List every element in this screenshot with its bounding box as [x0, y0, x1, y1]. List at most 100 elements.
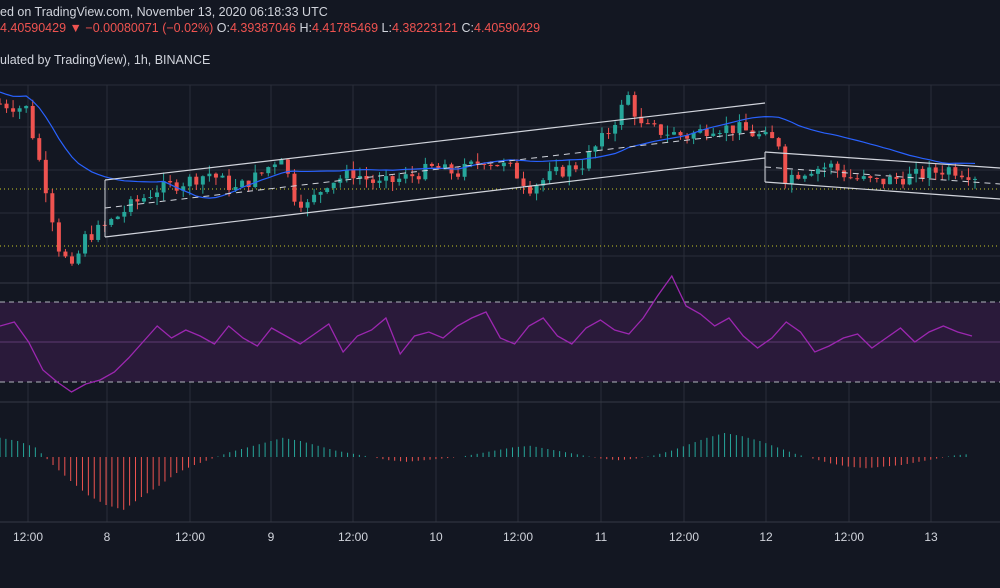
- candle-body: [272, 164, 277, 168]
- candle-body: [521, 178, 526, 186]
- candle-body: [927, 167, 932, 179]
- candle-body: [691, 132, 696, 139]
- candle-body: [776, 138, 781, 147]
- candle-body: [567, 165, 572, 177]
- candle-body: [63, 251, 68, 257]
- candle-body: [914, 168, 919, 174]
- candle-body: [678, 132, 683, 136]
- candle-body: [671, 132, 676, 135]
- candle-body: [554, 166, 559, 172]
- candle-body: [501, 162, 506, 167]
- candle-body: [868, 176, 873, 179]
- candle-body: [717, 133, 722, 135]
- low-value: 4.38223121: [391, 21, 459, 35]
- attribution-line: ed on TradingView.com, November 13, 2020…: [0, 5, 328, 19]
- candle-body: [135, 199, 140, 202]
- time-tick: 12:00: [833, 530, 865, 544]
- candle-body: [855, 178, 860, 180]
- candle-body: [318, 192, 323, 195]
- candle-body: [887, 176, 892, 185]
- rsi-line: [0, 274, 973, 393]
- time-tick: 12:00: [12, 530, 44, 544]
- candle-body: [626, 95, 631, 105]
- ohlc-line: 4.40590429 ▼ −0.00080071 (−0.02%) O:4.39…: [0, 21, 540, 35]
- candle-body: [410, 174, 415, 177]
- candle-body: [508, 162, 513, 164]
- candle-body: [783, 146, 788, 184]
- candle-body: [155, 192, 160, 198]
- candle-body: [619, 104, 624, 125]
- candle-body: [109, 219, 114, 225]
- candle-body: [279, 159, 284, 165]
- candle-body: [76, 253, 81, 264]
- high-value: 4.41785469: [312, 21, 379, 35]
- time-tick: 9: [267, 530, 275, 544]
- candle-body: [351, 169, 356, 179]
- candle-body: [685, 135, 690, 139]
- candle-body: [122, 211, 127, 217]
- candle-body: [181, 186, 186, 191]
- candle-body: [600, 133, 605, 147]
- candle-body: [613, 124, 618, 134]
- candle-body: [933, 167, 938, 173]
- candle-body: [861, 176, 866, 179]
- open-label: O:: [216, 21, 230, 35]
- candle-body: [384, 176, 389, 181]
- candle-body: [43, 159, 48, 194]
- candle-body: [4, 103, 9, 109]
- channel2-upper: [764, 151, 1000, 169]
- candle-body: [848, 177, 853, 179]
- candle-body: [495, 164, 500, 167]
- candle-body: [835, 163, 840, 171]
- candle-body: [403, 174, 408, 179]
- candle-body: [881, 178, 886, 185]
- time-tick: 12:00: [174, 530, 206, 544]
- candle-body: [940, 172, 945, 175]
- candle-body: [194, 176, 199, 185]
- candle-body: [514, 162, 519, 179]
- candle-body: [11, 108, 16, 112]
- candle-body: [750, 130, 755, 137]
- price-change: −0.00080071 (−0.02%): [85, 21, 214, 35]
- candle-body: [325, 188, 330, 193]
- candle-body: [397, 178, 402, 183]
- candle-body: [292, 173, 297, 202]
- candle-body: [730, 125, 735, 134]
- close-label: C:: [461, 21, 475, 35]
- candle-body: [246, 180, 251, 187]
- last-price: 4.40590429: [0, 21, 67, 35]
- candle-body: [796, 174, 801, 179]
- candle-body: [711, 133, 716, 136]
- candle-body: [469, 161, 474, 164]
- candle-body: [946, 167, 951, 175]
- channel-lower: [104, 157, 766, 238]
- candle-body: [632, 95, 637, 117]
- time-tick: 10: [429, 530, 443, 544]
- candle-body: [482, 163, 487, 165]
- candle-body: [227, 175, 232, 191]
- candle-body: [586, 151, 591, 169]
- candle-body: [370, 179, 375, 183]
- candle-body: [436, 165, 441, 170]
- candle-body: [240, 180, 245, 188]
- candle-body: [37, 138, 42, 160]
- candle-body: [83, 234, 88, 254]
- candle-body: [724, 125, 729, 134]
- candle-body: [966, 177, 971, 180]
- candle-body: [259, 172, 264, 174]
- candle-body: [665, 134, 670, 136]
- candle-body: [128, 199, 133, 212]
- time-tick: 12: [759, 530, 773, 544]
- candle-body: [69, 256, 74, 264]
- candle-body: [953, 167, 958, 176]
- candle-body: [331, 182, 336, 189]
- candle-body: [423, 163, 428, 180]
- candle-body: [658, 124, 663, 135]
- candle-body: [829, 163, 834, 168]
- candle-body: [429, 163, 434, 166]
- time-tick: 12:00: [668, 530, 700, 544]
- time-tick: 8: [103, 530, 111, 544]
- candle-body: [364, 175, 369, 180]
- symbol-line: ulated by TradingView), 1h, BINANCE: [0, 53, 211, 67]
- candle-body: [305, 202, 310, 208]
